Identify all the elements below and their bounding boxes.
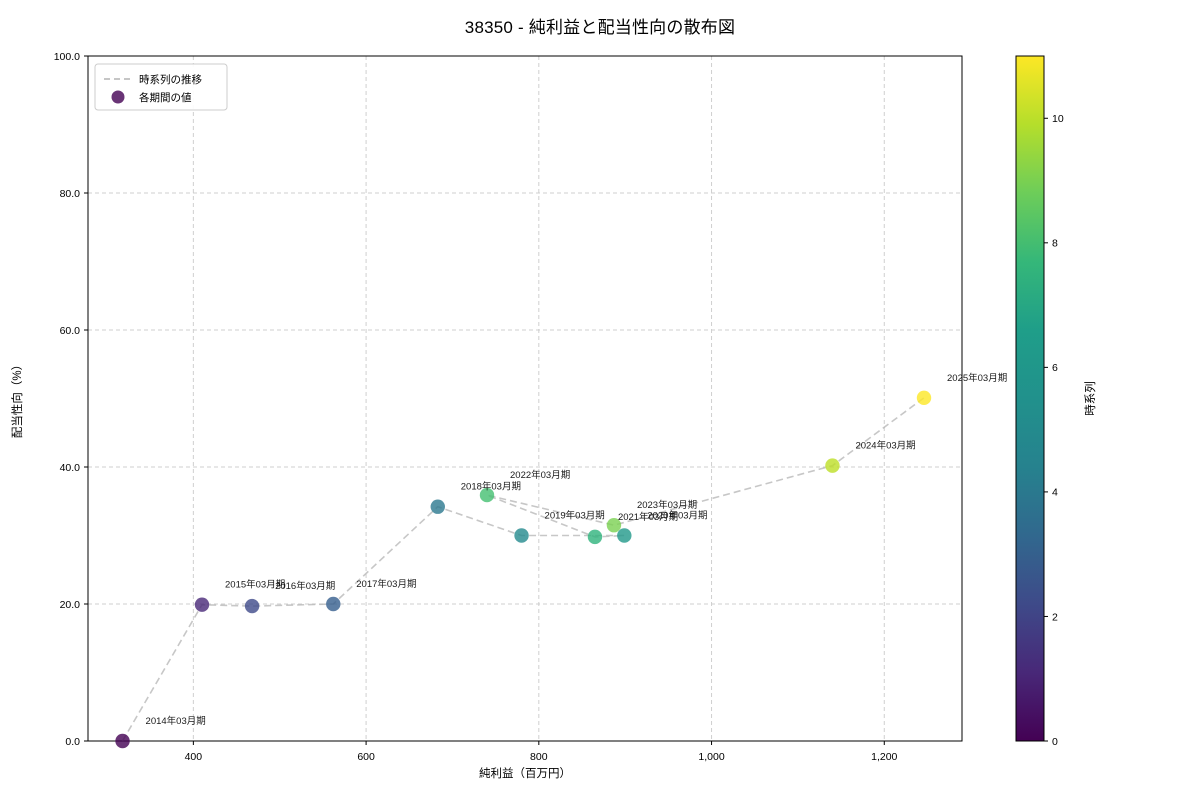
y-axis-tick-label: 80.0 bbox=[60, 188, 81, 200]
point-label: 2018年03月期 bbox=[461, 481, 521, 493]
x-axis-tick-label: 600 bbox=[357, 751, 375, 763]
y-axis-tick-label: 100.0 bbox=[54, 51, 80, 63]
point-label: 2023年03月期 bbox=[637, 499, 697, 511]
chart-title: 38350 - 純利益と配当性向の散布図 bbox=[464, 18, 736, 37]
x-axis-label: 純利益（百万円） bbox=[479, 766, 571, 780]
y-axis-tick-label: 20.0 bbox=[60, 599, 81, 611]
point-label: 2015年03月期 bbox=[225, 579, 285, 591]
y-axis-tick-label: 60.0 bbox=[60, 325, 81, 337]
legend-marker-sample bbox=[111, 90, 125, 104]
scatter-point bbox=[430, 499, 445, 514]
y-axis-tick-label: 0.0 bbox=[65, 736, 80, 748]
colorbar-bar bbox=[1015, 55, 1045, 742]
colorbar-label: 時系列 bbox=[1083, 381, 1097, 416]
colorbar-tick-label: 8 bbox=[1052, 238, 1058, 250]
x-axis-tick-label: 1,000 bbox=[698, 751, 724, 763]
scatter-point bbox=[587, 529, 603, 545]
point-label: 2021年03月期 bbox=[618, 511, 678, 523]
scatter-point bbox=[326, 596, 341, 612]
scatter-point bbox=[514, 528, 529, 543]
scatter-point bbox=[617, 528, 632, 543]
plot-border bbox=[87, 55, 963, 742]
colorbar-tick-label: 0 bbox=[1052, 736, 1058, 748]
legend-marker-label: 各期間の値 bbox=[139, 91, 192, 104]
scatter-point bbox=[916, 390, 932, 406]
legend-line-label: 時系列の推移 bbox=[139, 73, 202, 86]
scatter-point bbox=[606, 518, 622, 533]
grid bbox=[88, 55, 962, 742]
point-label: 2025年03月期 bbox=[947, 372, 1007, 384]
point-label: 2017年03月期 bbox=[356, 578, 416, 590]
colorbar-tick-label: 6 bbox=[1052, 362, 1058, 374]
timeline-path bbox=[121, 397, 925, 742]
x-axis-tick-label: 1,200 bbox=[871, 751, 897, 763]
colorbar-tick-label: 10 bbox=[1052, 113, 1064, 125]
scatter-point bbox=[479, 487, 495, 503]
scatter-point bbox=[244, 598, 260, 614]
scatter-point bbox=[115, 733, 130, 749]
point-label: 2022年03月期 bbox=[510, 469, 570, 481]
point-label: 2020年03月期 bbox=[647, 510, 707, 522]
scatter-point bbox=[194, 597, 210, 612]
y-axis-label: 配当性向（%） bbox=[10, 359, 24, 438]
colorbar-tick-label: 4 bbox=[1052, 487, 1058, 499]
point-label: 2024年03月期 bbox=[855, 440, 915, 452]
point-label: 2019年03月期 bbox=[545, 510, 605, 522]
y-axis-tick-label: 40.0 bbox=[60, 462, 81, 474]
x-axis-tick-label: 400 bbox=[185, 751, 203, 763]
colorbar: 0 2 4 6 8 10 時系列 bbox=[1015, 55, 1097, 748]
colorbar-tick-label: 2 bbox=[1052, 611, 1058, 623]
x-axis-tick-label: 800 bbox=[530, 751, 548, 763]
scatter-point bbox=[825, 458, 840, 473]
legend-box bbox=[94, 63, 228, 111]
point-label: 2016年03月期 bbox=[275, 580, 335, 592]
point-label: 2014年03月期 bbox=[146, 715, 206, 727]
